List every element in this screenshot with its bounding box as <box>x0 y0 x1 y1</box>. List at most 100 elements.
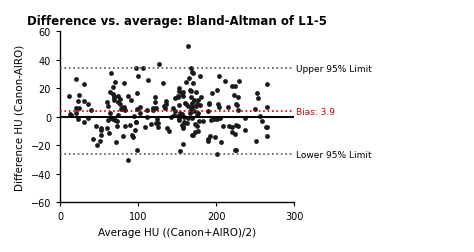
Point <box>195 130 202 134</box>
Point <box>143 116 151 120</box>
Point <box>193 113 201 117</box>
Point <box>210 117 218 121</box>
Point <box>231 84 239 88</box>
Point <box>194 99 202 103</box>
Point <box>111 118 119 122</box>
Point <box>109 86 117 90</box>
Point <box>180 90 187 94</box>
Point <box>97 127 104 131</box>
Point <box>234 125 242 129</box>
Text: Bias: 3.9: Bias: 3.9 <box>296 107 336 116</box>
Point <box>191 130 199 134</box>
Point <box>204 109 211 113</box>
Text: Upper 95% Limit: Upper 95% Limit <box>296 64 373 73</box>
Point <box>176 89 183 93</box>
Point <box>192 91 200 95</box>
Point <box>172 97 179 101</box>
Point <box>233 104 241 108</box>
Point <box>195 119 203 123</box>
Point <box>176 104 183 108</box>
Point <box>137 105 144 109</box>
Point <box>106 131 113 135</box>
Point <box>188 71 196 75</box>
Point <box>205 140 212 144</box>
Point <box>119 134 127 138</box>
X-axis label: Average HU ((Canon+AIRO)/2): Average HU ((Canon+AIRO)/2) <box>98 227 256 237</box>
Point <box>133 120 140 124</box>
Point <box>226 124 233 129</box>
Point <box>189 106 196 110</box>
Point <box>109 117 117 121</box>
Point <box>96 139 104 143</box>
Point <box>107 72 115 76</box>
Point <box>184 122 191 126</box>
Point <box>112 141 120 145</box>
Point <box>114 101 122 105</box>
Point <box>106 111 114 115</box>
Point <box>190 98 198 102</box>
Point <box>232 132 239 136</box>
Point <box>176 150 184 154</box>
Point <box>170 113 177 117</box>
Point <box>253 140 260 144</box>
Text: Lower 95% Limit: Lower 95% Limit <box>296 150 372 159</box>
Point <box>132 121 140 125</box>
Point <box>204 138 212 142</box>
Point <box>217 116 224 120</box>
Point <box>188 102 196 106</box>
Point <box>121 109 129 113</box>
Point <box>137 112 144 116</box>
Point <box>104 118 112 122</box>
Point <box>232 149 240 153</box>
Point <box>206 135 214 139</box>
Point <box>132 129 139 133</box>
Point <box>174 96 182 100</box>
Point <box>187 67 195 71</box>
Point <box>120 106 128 110</box>
Point <box>215 75 223 79</box>
Point <box>92 124 100 128</box>
Point <box>242 128 249 132</box>
Point <box>65 95 73 99</box>
Point <box>182 81 190 85</box>
Point <box>205 102 213 106</box>
Point <box>152 121 159 125</box>
Point <box>106 91 114 95</box>
Y-axis label: Difference HU (Canon-AIRO): Difference HU (Canon-AIRO) <box>15 44 25 190</box>
Point <box>142 125 149 129</box>
Point <box>163 103 170 107</box>
Point <box>128 134 136 138</box>
Point <box>196 75 204 79</box>
Point <box>224 106 232 110</box>
Point <box>263 135 271 139</box>
Point <box>175 87 183 91</box>
Point <box>110 95 118 99</box>
Point <box>93 144 100 148</box>
Point <box>104 126 111 130</box>
Point <box>191 123 199 127</box>
Point <box>84 102 91 106</box>
Point <box>88 109 95 113</box>
Point <box>130 115 138 119</box>
Point <box>67 112 74 116</box>
Point <box>217 140 225 144</box>
Point <box>253 92 261 96</box>
Point <box>241 117 249 121</box>
Point <box>120 81 128 85</box>
Point <box>215 103 222 107</box>
Point <box>165 130 173 134</box>
Point <box>179 143 186 147</box>
Point <box>186 88 194 92</box>
Point <box>169 107 177 111</box>
Point <box>113 119 121 123</box>
Point <box>208 92 216 96</box>
Point <box>193 125 201 129</box>
Point <box>76 107 83 111</box>
Point <box>73 107 80 111</box>
Point <box>104 105 111 109</box>
Point <box>176 111 183 115</box>
Point <box>252 107 259 111</box>
Point <box>111 81 119 85</box>
Point <box>125 95 132 99</box>
Point <box>109 92 117 97</box>
